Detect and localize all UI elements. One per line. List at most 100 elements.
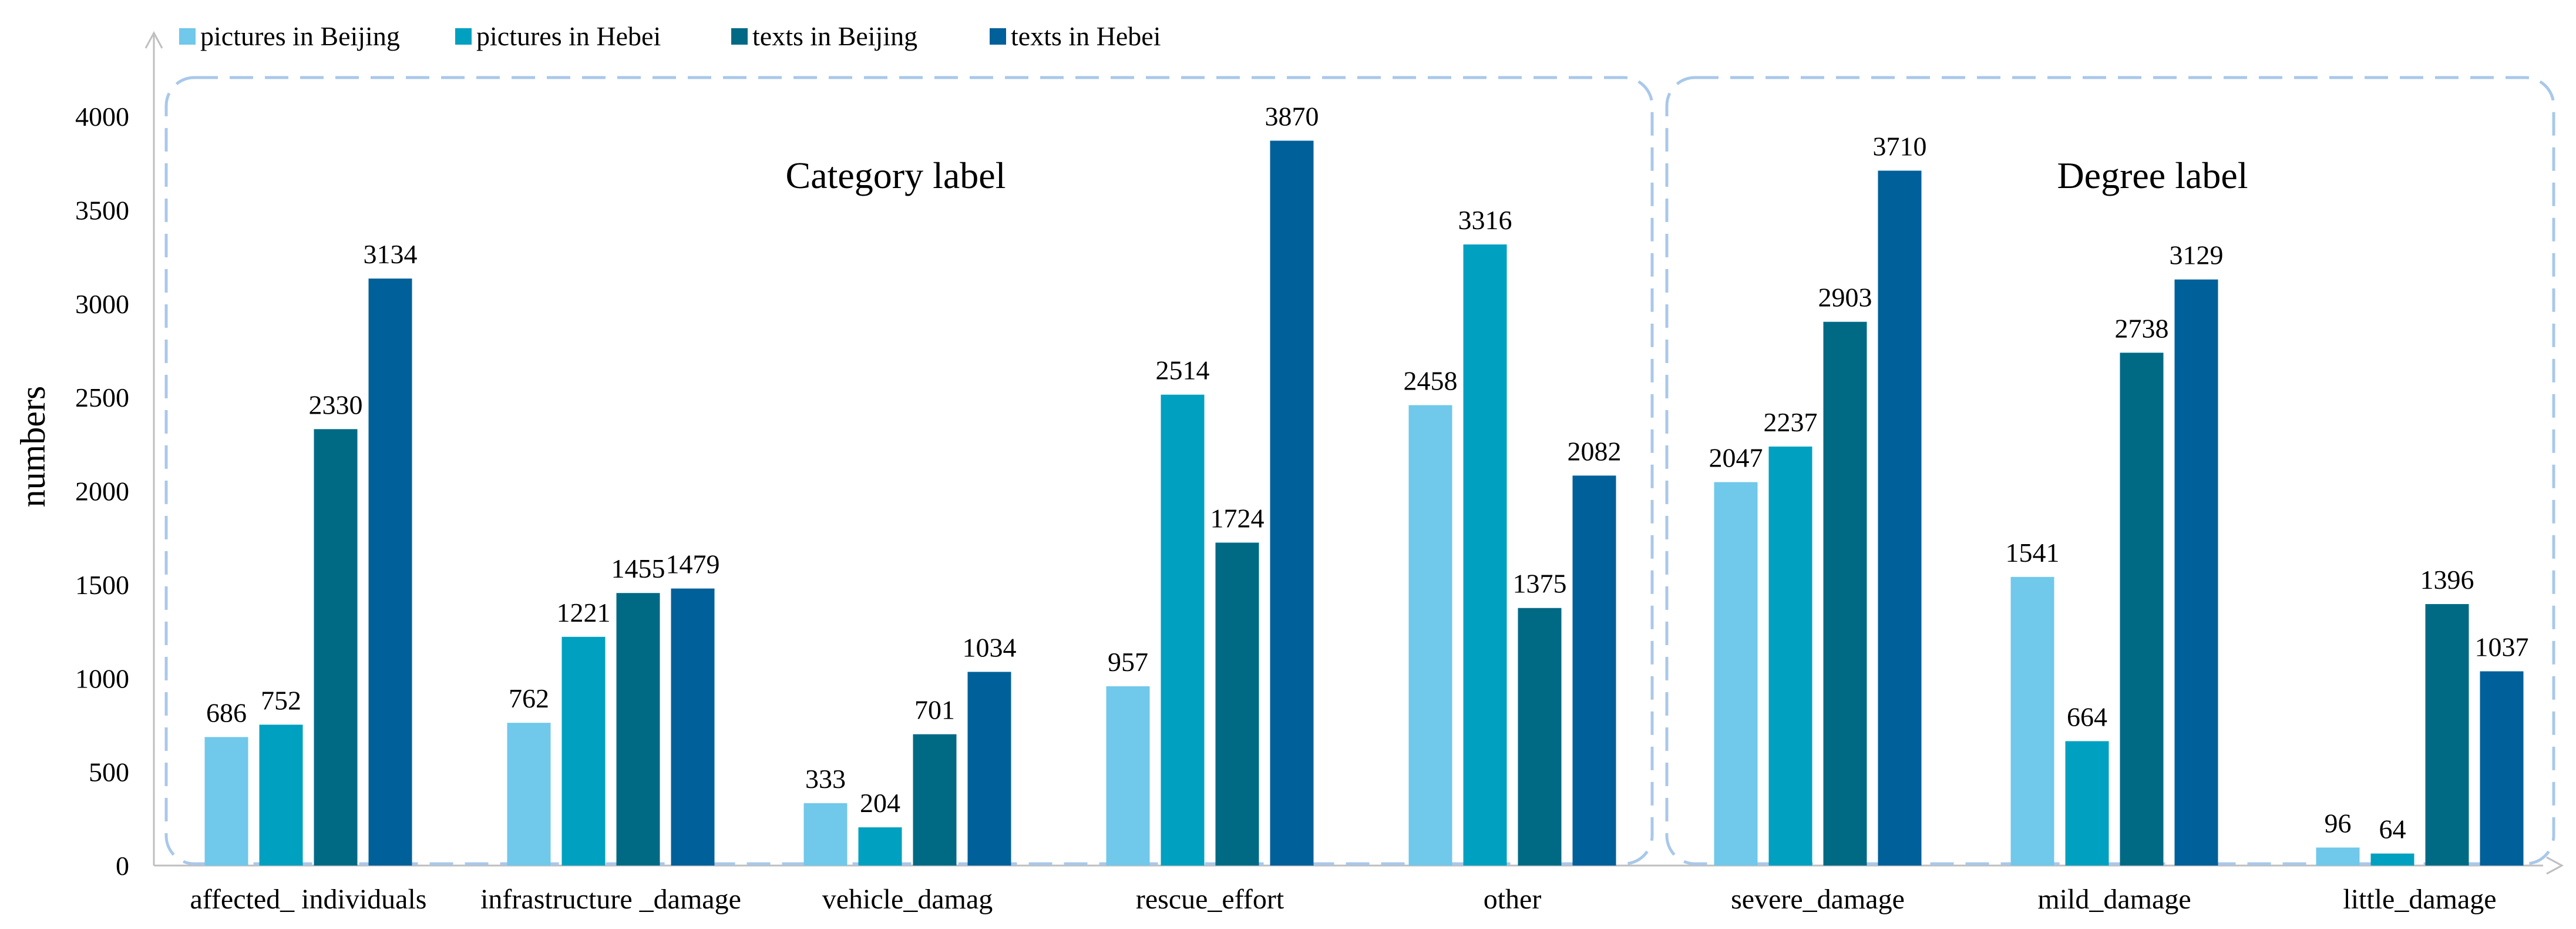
bar	[1878, 170, 1922, 866]
y-tick-label: 2000	[75, 477, 129, 507]
bar	[2174, 279, 2218, 866]
group-frame	[164, 76, 1654, 866]
bar	[1572, 475, 1616, 866]
bars	[204, 140, 2524, 866]
y-tick-label: 1500	[75, 570, 129, 600]
bar	[2480, 671, 2524, 866]
bar	[1106, 686, 1150, 866]
bar	[671, 588, 715, 866]
bar	[1408, 405, 1452, 866]
bar	[2370, 853, 2414, 866]
legend-label: pictures in Beijing	[200, 21, 400, 51]
y-tick-label: 500	[89, 757, 129, 787]
x-tick-label: rescue_effort	[1136, 884, 1284, 915]
bar	[803, 803, 848, 866]
bar	[967, 672, 1011, 866]
bar	[1768, 446, 1812, 866]
x-tick-label: little_damage	[2343, 884, 2496, 915]
x-axis-arrow	[2546, 856, 2564, 875]
y-tick-label: 2500	[75, 383, 129, 412]
bar	[314, 429, 358, 866]
data-label: 2903	[1818, 283, 1872, 313]
data-label: 2330	[309, 390, 363, 420]
legend-swatch	[731, 28, 748, 45]
legend-label: texts in Beijing	[752, 21, 917, 51]
legend-label: pictures in Hebei	[476, 21, 661, 51]
axes: 0 500 1000 1500 2000 2500 3000 3500 4000	[75, 31, 2564, 881]
legend-swatch	[455, 28, 472, 45]
bar	[561, 636, 606, 866]
x-tick-label: infrastructure _damage	[480, 884, 741, 915]
y-tick-label: 3500	[75, 195, 129, 225]
bar	[2120, 353, 2164, 866]
data-label: 64	[2379, 814, 2406, 844]
data-label: 664	[2067, 702, 2107, 732]
y-axis-label: numbers	[14, 386, 52, 508]
bar	[368, 279, 412, 866]
data-label: 2738	[2115, 313, 2169, 343]
bar	[616, 593, 660, 866]
data-label: 3134	[364, 239, 418, 269]
legend: pictures in Beijing pictures in Hebei text…	[179, 21, 1161, 51]
data-label: 1037	[2475, 632, 2529, 662]
data-label: 2082	[1568, 436, 1622, 466]
x-tick-label: severe_damage	[1731, 884, 1905, 915]
data-label: 701	[914, 695, 955, 725]
data-label: 1221	[557, 598, 611, 628]
data-label: 686	[206, 697, 247, 727]
bar	[204, 737, 248, 866]
legend-swatch	[990, 28, 1006, 45]
data-label: 3710	[1873, 131, 1927, 161]
legend-label: texts in Hebei	[1011, 21, 1161, 51]
y-tick-label: 3000	[75, 289, 129, 319]
data-label: 1724	[1210, 503, 1265, 533]
data-label: 1479	[666, 549, 720, 579]
y-tick-label: 0	[116, 851, 129, 881]
data-label: 96	[2325, 808, 2352, 838]
data-label: 3316	[1458, 205, 1512, 235]
data-label: 752	[261, 685, 301, 715]
data-label: 1541	[2006, 538, 2060, 568]
bar	[2065, 741, 2109, 866]
x-tick-label: vehicle_damag	[822, 884, 993, 915]
bar	[1463, 244, 1507, 866]
data-label: 1034	[963, 632, 1017, 662]
data-label: 2514	[1156, 355, 1210, 385]
data-label: 1396	[2420, 565, 2474, 595]
data-label: 3870	[1265, 101, 1319, 131]
bar	[1714, 482, 1758, 866]
label-group-frames: Category label Degree label	[164, 76, 2555, 866]
bar	[507, 723, 551, 866]
y-tick-label: 4000	[75, 102, 129, 132]
data-labels: 686 762 333 957 2458 2047 1541 96 752 1221 204 2514…	[206, 101, 2529, 844]
data-label: 2047	[1709, 443, 1763, 473]
x-tick-label: mild_damage	[2037, 884, 2191, 915]
data-label: 3129	[2170, 240, 2224, 270]
bar	[2316, 847, 2360, 866]
bar	[2010, 576, 2054, 866]
bar	[1161, 394, 1205, 866]
group-frame	[1665, 76, 2555, 866]
bar	[913, 734, 957, 866]
data-label: 333	[805, 764, 846, 794]
y-axis-arrow	[144, 31, 163, 49]
bar	[1215, 542, 1259, 866]
group-title: Category label	[786, 155, 1006, 196]
y-tick-label: 1000	[75, 663, 129, 693]
data-label: 1455	[611, 554, 665, 583]
x-tick-label: other	[1484, 884, 1542, 915]
bar	[2425, 604, 2469, 866]
bar	[1270, 140, 1314, 866]
data-label: 2237	[1764, 407, 1818, 437]
legend-swatch	[179, 28, 196, 45]
bar	[1823, 321, 1867, 866]
data-label: 1375	[1513, 569, 1567, 599]
x-tick-label: affected_ individuals	[190, 884, 427, 915]
bar	[259, 725, 303, 866]
data-label: 957	[1108, 647, 1148, 677]
data-label: 204	[860, 788, 900, 818]
x-category-labels: affected_ individuals infrastructure _dam…	[190, 884, 2497, 915]
bar	[1518, 608, 1562, 866]
data-label: 762	[509, 683, 549, 713]
